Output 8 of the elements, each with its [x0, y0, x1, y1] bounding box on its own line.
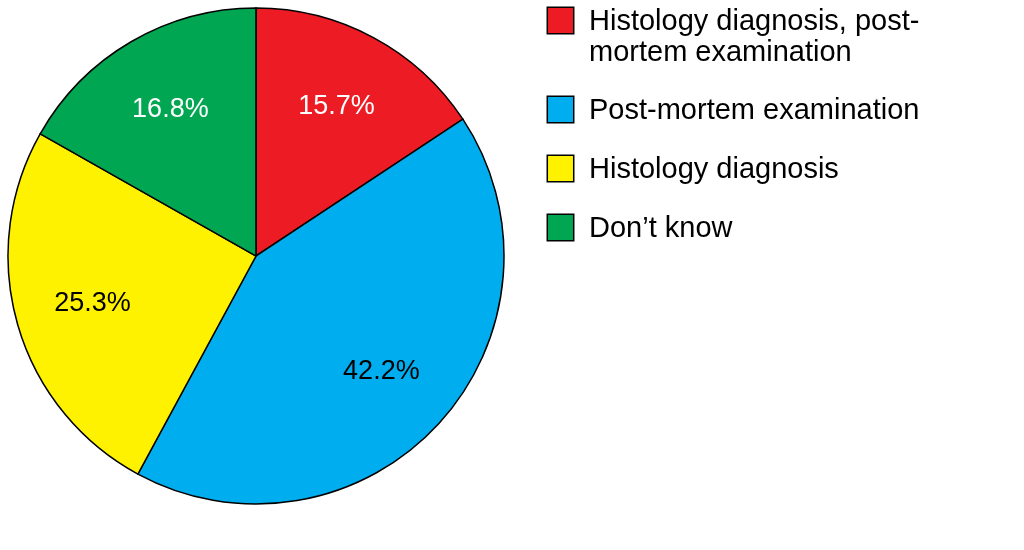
legend-label: Histology diagnosis	[589, 151, 839, 184]
legend-label: Post-mortem examination	[589, 92, 920, 125]
data-label: 15.7%	[298, 90, 375, 121]
legend-label: Histology diagnosis, post-mortem examination	[589, 3, 920, 67]
data-label: 16.8%	[132, 93, 209, 124]
data-label: 25.3%	[54, 286, 131, 317]
data-label: 42.2%	[343, 354, 420, 385]
legend-label: Don’t know	[589, 210, 734, 243]
